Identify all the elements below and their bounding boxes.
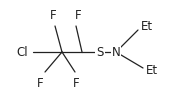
Text: Et: Et: [146, 65, 158, 78]
Text: Cl: Cl: [16, 46, 28, 59]
Text: F: F: [73, 77, 79, 90]
Text: Et: Et: [141, 20, 153, 33]
Text: S: S: [96, 46, 104, 59]
Text: F: F: [50, 9, 56, 22]
Text: F: F: [75, 9, 81, 22]
Text: N: N: [112, 46, 120, 59]
Text: F: F: [37, 77, 43, 90]
